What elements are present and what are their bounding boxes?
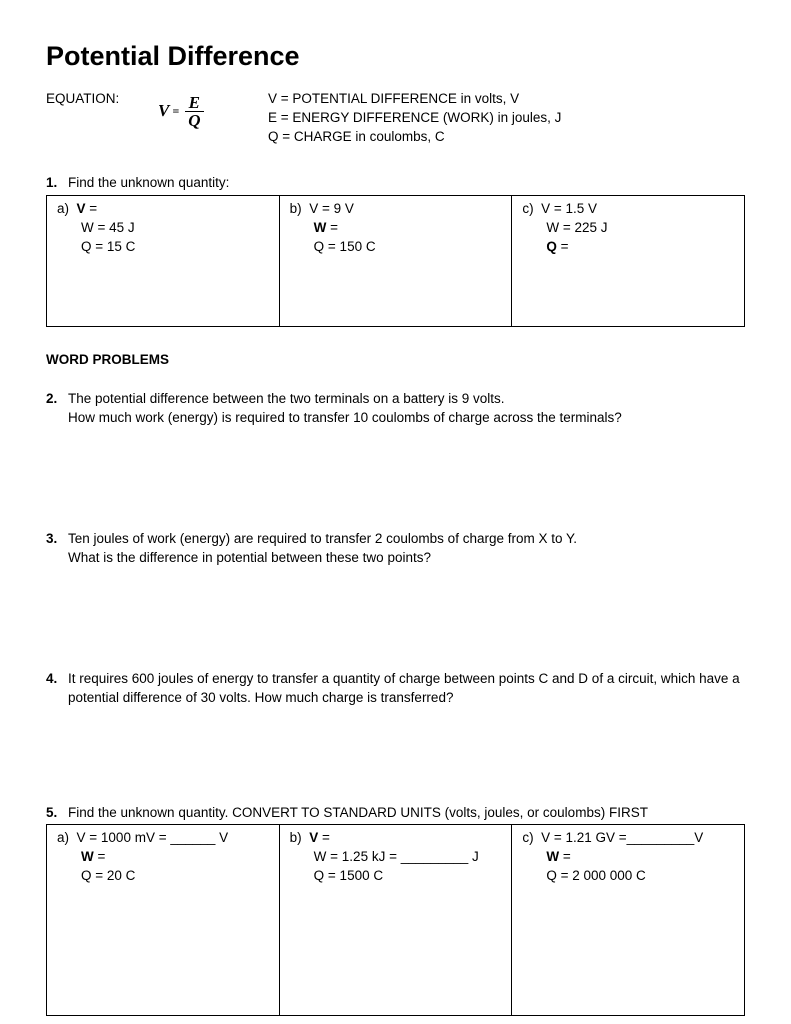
worksheet-page: Potential Difference EQUATION: V = E Q V… (0, 0, 791, 1024)
q1c-line3: Q = (522, 238, 734, 257)
equation-definitions: V = POTENTIAL DIFFERENCE in volts, V E =… (268, 90, 745, 147)
question-2-number: 2. (46, 390, 68, 428)
question-5-table: a) V = 1000 mV = ______ V W = Q = 20 C b… (46, 824, 745, 1016)
q3-line2: What is the difference in potential betw… (68, 549, 745, 568)
def-e: E = ENERGY DIFFERENCE (WORK) in joules, … (268, 109, 745, 128)
q5a-wr: = (94, 849, 106, 864)
q5b-label: b) (290, 830, 302, 845)
q1b-label: b) (290, 201, 302, 216)
q1a-line1: a) V = (57, 200, 269, 219)
q1c-l1: V = 1.5 V (541, 201, 597, 216)
question-1-table: a) V = W = 45 J Q = 15 C b) V = 9 V W = … (46, 195, 745, 327)
question-1-text: Find the unknown quantity: (68, 174, 745, 193)
spacer (46, 710, 745, 804)
q5b-line3: Q = 1500 C (290, 867, 502, 886)
q1c-line2: W = 225 J (522, 219, 734, 238)
question-3-text: Ten joules of work (energy) are required… (68, 530, 745, 568)
q5-cell-a: a) V = 1000 mV = ______ V W = Q = 20 C (47, 825, 279, 1015)
question-5-text: Find the unknown quantity. CONVERT TO ST… (68, 804, 745, 823)
q5b-v: V (309, 830, 318, 845)
q1-cell-b: b) V = 9 V W = Q = 150 C (279, 196, 512, 326)
question-1-number: 1. (46, 174, 68, 193)
q5b-vr: = (318, 830, 330, 845)
question-4-row: 4. It requires 600 joules of energy to t… (46, 670, 745, 708)
q1b-line2: W = (290, 219, 502, 238)
q1a-line2: W = 45 J (57, 219, 269, 238)
q5-cell-b: b) V = W = 1.25 kJ = _________ J Q = 150… (279, 825, 512, 1015)
page-title: Potential Difference (46, 38, 745, 76)
q1a-v: V (77, 201, 86, 216)
question-2-row: 2. The potential difference between the … (46, 390, 745, 428)
q5c-label: c) (522, 830, 533, 845)
eq-denominator: Q (184, 112, 204, 129)
q5b-line1: b) V = (290, 829, 502, 848)
q1c-line1: c) V = 1.5 V (522, 200, 734, 219)
q1c-label: c) (522, 201, 533, 216)
q1b-line3: Q = 150 C (290, 238, 502, 257)
q5c-line3: Q = 2 000 000 C (522, 867, 734, 886)
eq-op: = (172, 103, 179, 120)
question-4-number: 4. (46, 670, 68, 708)
q5c-l1: V = 1.21 GV =_________V (541, 830, 703, 845)
question-2-text: The potential difference between the two… (68, 390, 745, 428)
q1a-label: a) (57, 201, 69, 216)
q5b-line2: W = 1.25 kJ = _________ J (290, 848, 502, 867)
q4-line1: It requires 600 joules of energy to tran… (68, 670, 745, 708)
question-3-number: 3. (46, 530, 68, 568)
equation-label: EQUATION: (46, 90, 158, 109)
spacer (46, 570, 745, 670)
q5a-line3: Q = 20 C (57, 867, 269, 886)
q1b-line1: b) V = 9 V (290, 200, 502, 219)
q1-cell-a: a) V = W = 45 J Q = 15 C (47, 196, 279, 326)
q1a-vr: = (86, 201, 98, 216)
equation-row: EQUATION: V = E Q V = POTENTIAL DIFFEREN… (46, 90, 745, 147)
def-q: Q = CHARGE in coulombs, C (268, 128, 745, 147)
q5c-line1: c) V = 1.21 GV =_________V (522, 829, 734, 848)
q5-cell-c: c) V = 1.21 GV =_________V W = Q = 2 000… (511, 825, 744, 1015)
def-v: V = POTENTIAL DIFFERENCE in volts, V (268, 90, 745, 109)
q2-line2: How much work (energy) is required to tr… (68, 409, 745, 428)
q1b-l1: V = 9 V (309, 201, 354, 216)
question-5-number: 5. (46, 804, 68, 823)
q5a-w: W (81, 849, 94, 864)
q1c-q: Q (546, 239, 557, 254)
spacer (46, 430, 745, 530)
q5a-label: a) (57, 830, 69, 845)
q5c-w: W (546, 849, 559, 864)
equation-formula: V = E Q (158, 90, 268, 129)
q3-line1: Ten joules of work (energy) are required… (68, 530, 745, 549)
q5c-line2: W = (522, 848, 734, 867)
eq-lhs: V (158, 99, 169, 123)
question-1-row: 1. Find the unknown quantity: (46, 174, 745, 193)
eq-numerator: E (185, 94, 204, 112)
q5a-line1: a) V = 1000 mV = ______ V (57, 829, 269, 848)
question-3-row: 3. Ten joules of work (energy) are requi… (46, 530, 745, 568)
q5a-l1: V = 1000 mV = ______ V (77, 830, 229, 845)
q1b-wr: = (326, 220, 338, 235)
question-5-row: 5. Find the unknown quantity. CONVERT TO… (46, 804, 745, 823)
word-problems-heading: WORD PROBLEMS (46, 351, 745, 370)
q5a-line2: W = (57, 848, 269, 867)
eq-fraction: E Q (184, 94, 204, 129)
q1c-qr: = (557, 239, 569, 254)
q2-line1: The potential difference between the two… (68, 390, 745, 409)
q1-cell-c: c) V = 1.5 V W = 225 J Q = (511, 196, 744, 326)
question-4-text: It requires 600 joules of energy to tran… (68, 670, 745, 708)
q1b-w: W (314, 220, 327, 235)
q5c-wr: = (559, 849, 571, 864)
q1a-line3: Q = 15 C (57, 238, 269, 257)
